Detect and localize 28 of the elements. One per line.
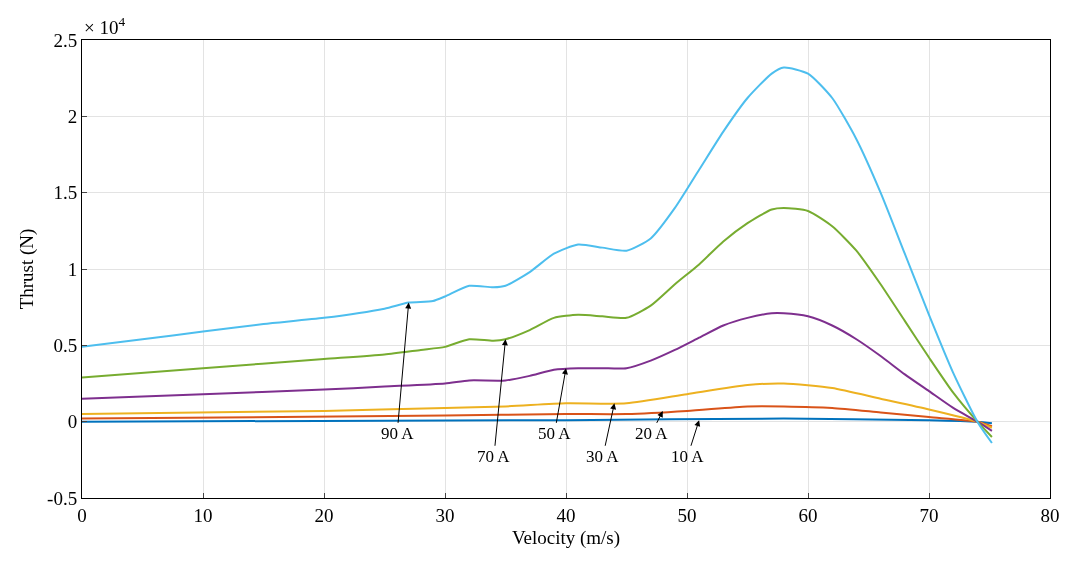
annotation: 90 A (381, 424, 415, 443)
y-tick-label: 1 (67, 258, 78, 280)
x-tick-label: 50 (677, 504, 697, 526)
y-axis-title: Thrust (N) (15, 228, 38, 310)
annotation: 20 A (635, 424, 669, 443)
y-tick-label: -0.5 (47, 487, 78, 509)
annotation: 30 A (586, 447, 620, 466)
annotation: 50 A (538, 424, 572, 443)
x-axis-title: Velocity (m/s) (511, 526, 621, 549)
x-tick-label: 30 (435, 504, 455, 526)
y-tick-label: 0.5 (53, 334, 78, 356)
y-tick-label: 2.5 (53, 29, 78, 51)
x-tick-label: 10 (193, 504, 213, 526)
y-tick-label: 0 (67, 411, 78, 433)
x-tick-label: 40 (556, 504, 576, 526)
y-tick-label: 1.5 (53, 182, 78, 204)
x-tick-label: 70 (919, 504, 939, 526)
text: × 10$^{4}$ (84, 14, 126, 38)
line-series (82, 405, 993, 428)
x-tick-label: 20 (314, 504, 334, 526)
line-series (82, 382, 993, 429)
line-series (82, 66, 993, 445)
y-tick-label: 2 (67, 105, 78, 127)
annotation: 10 A (671, 447, 705, 466)
annotation: 70 A (477, 447, 511, 466)
line-series (82, 206, 993, 438)
x-tick-label: 80 (1040, 504, 1060, 526)
x-tick-label: 60 (798, 504, 818, 526)
